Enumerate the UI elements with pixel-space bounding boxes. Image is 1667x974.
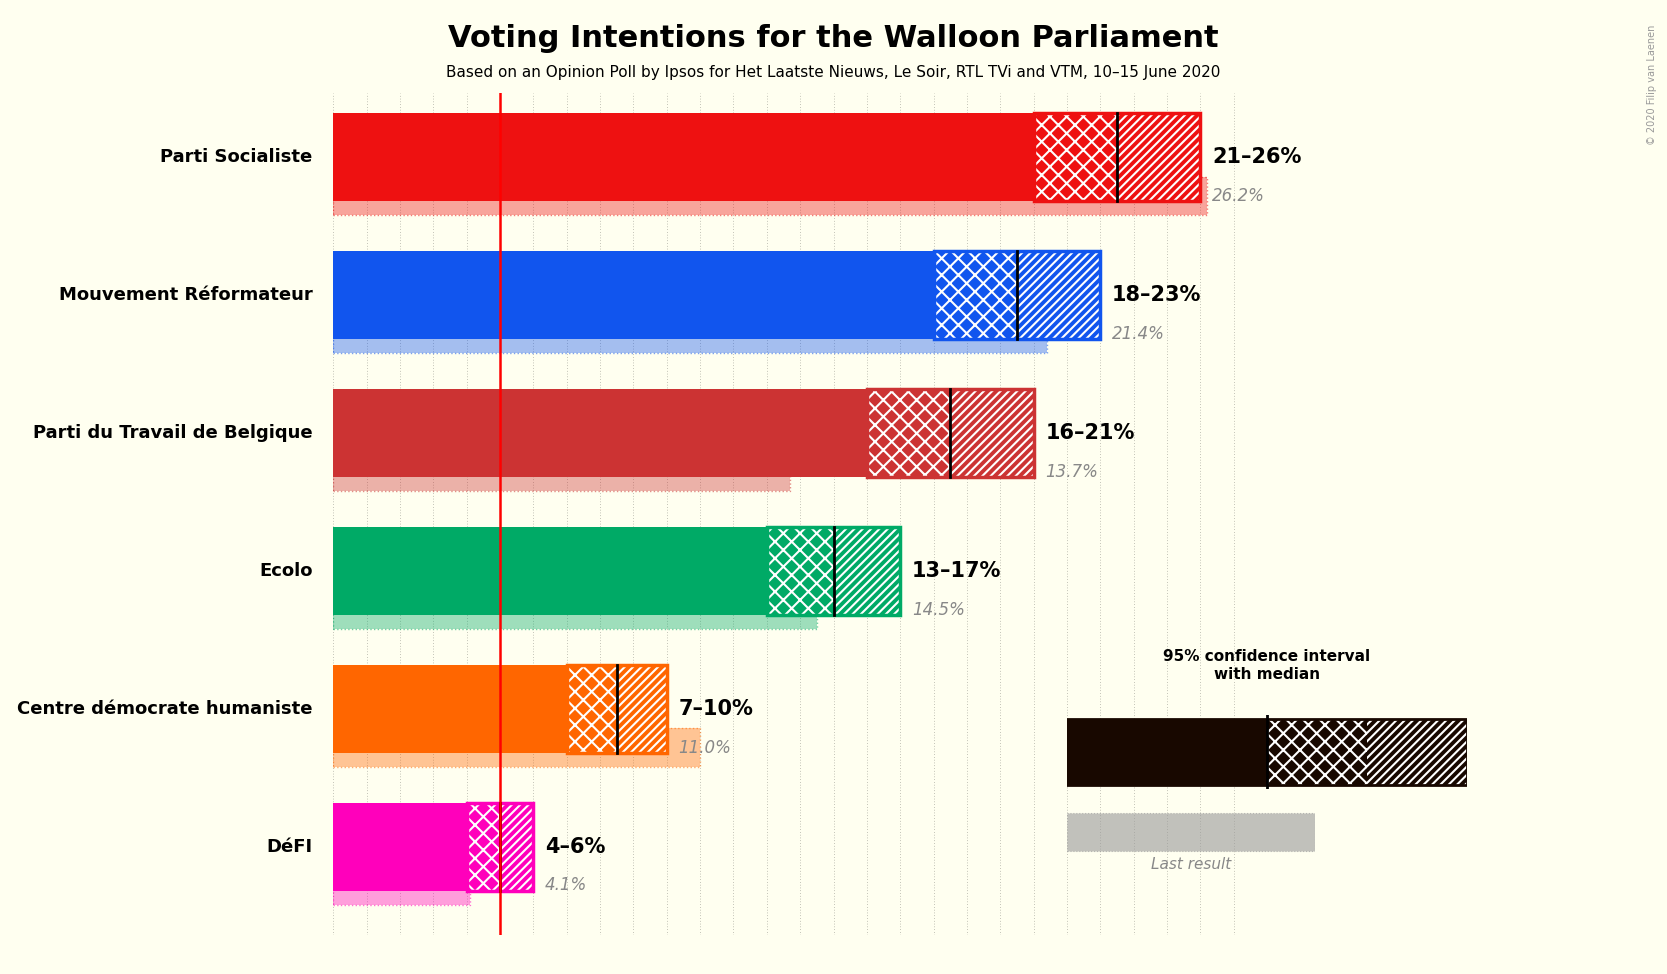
Text: © 2020 Filip van Laenen: © 2020 Filip van Laenen [1647, 24, 1657, 145]
Bar [950, 389, 1034, 477]
Bar [333, 729, 700, 767]
Bar [767, 527, 900, 616]
Bar [617, 665, 667, 753]
Bar [1017, 251, 1100, 339]
Bar [567, 665, 617, 753]
Bar [500, 803, 533, 891]
Bar [1034, 113, 1117, 202]
Bar [333, 113, 1034, 202]
Bar [1067, 719, 1267, 785]
Text: 13.7%: 13.7% [1045, 463, 1099, 481]
Bar [767, 527, 834, 616]
Text: 11.0%: 11.0% [678, 738, 732, 757]
Bar [950, 389, 1034, 477]
Bar [867, 389, 950, 477]
Text: Voting Intentions for the Walloon Parliament: Voting Intentions for the Walloon Parlia… [448, 24, 1219, 54]
Bar [834, 527, 900, 616]
Bar [500, 803, 533, 891]
Bar [934, 251, 1017, 339]
Bar [333, 866, 470, 905]
Text: Last result: Last result [1150, 857, 1230, 872]
Text: 21.4%: 21.4% [1112, 325, 1165, 343]
Text: 4–6%: 4–6% [545, 837, 605, 857]
Bar [333, 251, 934, 339]
Bar [333, 665, 567, 753]
Bar [333, 590, 817, 629]
Bar [333, 453, 790, 491]
Text: Based on an Opinion Poll by Ipsos for Het Laatste Nieuws, Le Soir, RTL TVi and V: Based on an Opinion Poll by Ipsos for He… [447, 65, 1220, 80]
Bar [1367, 719, 1467, 785]
Bar [1117, 113, 1200, 202]
Bar [934, 251, 1100, 339]
Text: 26.2%: 26.2% [1212, 187, 1265, 205]
Bar [333, 453, 790, 491]
Bar [467, 803, 533, 891]
Bar [333, 315, 1047, 354]
Text: 18–23%: 18–23% [1112, 285, 1202, 305]
Bar [567, 665, 617, 753]
Bar [333, 803, 467, 891]
Bar [1267, 719, 1367, 785]
Bar [333, 389, 867, 477]
Bar [867, 389, 950, 477]
Text: 13–17%: 13–17% [912, 561, 1002, 581]
Bar [467, 803, 500, 891]
Text: 14.5%: 14.5% [912, 601, 965, 618]
Bar [1034, 113, 1200, 202]
Bar [934, 251, 1017, 339]
Bar [333, 176, 1207, 215]
Text: 4.1%: 4.1% [545, 877, 587, 894]
Text: 95% confidence interval
with median: 95% confidence interval with median [1164, 650, 1370, 682]
Bar [567, 665, 667, 753]
Bar [1017, 251, 1100, 339]
Text: 21–26%: 21–26% [1212, 147, 1302, 168]
Bar [617, 665, 667, 753]
Bar [467, 803, 500, 891]
Text: 16–21%: 16–21% [1045, 423, 1135, 443]
Bar [333, 866, 470, 905]
Bar [867, 389, 1034, 477]
Bar [333, 176, 1207, 215]
Bar [333, 527, 767, 616]
Bar [1117, 113, 1200, 202]
Bar [333, 729, 700, 767]
Bar [767, 527, 834, 616]
Bar [333, 590, 817, 629]
Text: 7–10%: 7–10% [678, 699, 753, 719]
Bar [1034, 113, 1117, 202]
Bar [333, 315, 1047, 354]
Bar [834, 527, 900, 616]
